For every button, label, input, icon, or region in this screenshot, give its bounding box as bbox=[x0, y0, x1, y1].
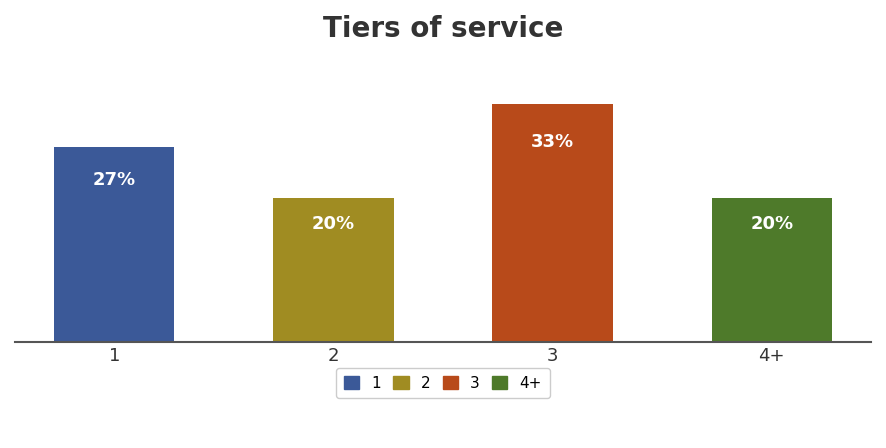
Text: 33%: 33% bbox=[531, 133, 574, 151]
Bar bbox=[54, 147, 175, 342]
Text: 20%: 20% bbox=[312, 215, 355, 233]
Bar bbox=[493, 104, 613, 342]
Text: 27%: 27% bbox=[93, 171, 136, 189]
Title: Tiers of service: Tiers of service bbox=[323, 15, 563, 43]
Text: 20%: 20% bbox=[750, 215, 793, 233]
Legend: 1, 2, 3, 4+: 1, 2, 3, 4+ bbox=[337, 368, 549, 398]
Bar bbox=[711, 198, 832, 342]
Bar bbox=[273, 198, 393, 342]
